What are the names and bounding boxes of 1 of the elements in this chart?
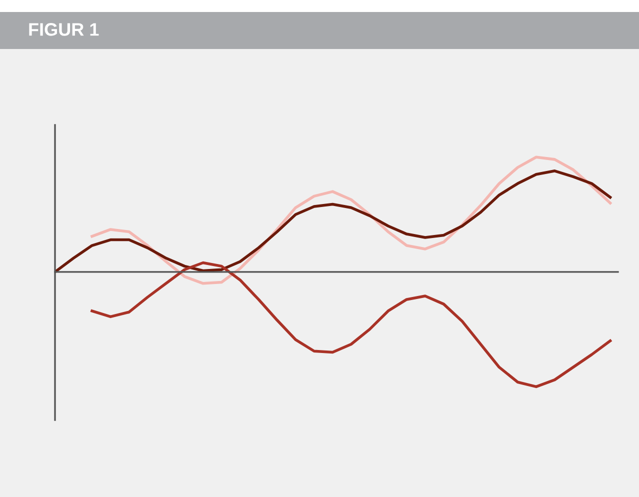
chart-title: FIGUR 1 — [29, 23, 99, 36]
